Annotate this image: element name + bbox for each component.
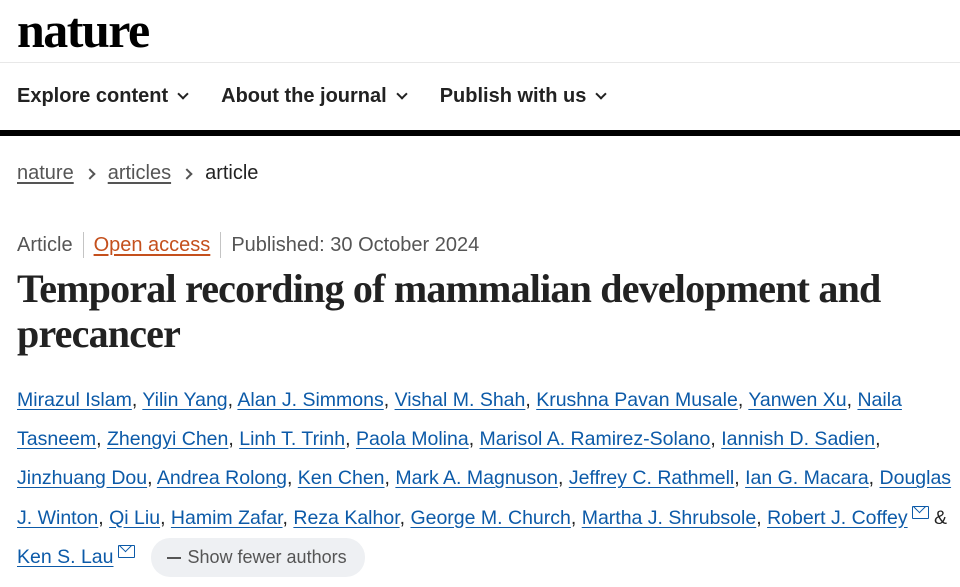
show-fewer-authors-button[interactable]: Show fewer authors (150, 538, 365, 578)
masthead: nature (0, 0, 960, 62)
chevron-down-icon (177, 88, 189, 100)
chevron-right-icon (181, 167, 193, 180)
breadcrumb: nature articles article (17, 162, 258, 185)
author-link[interactable]: Andrea Rolong (156, 467, 287, 490)
main-nav: Explore content About the journal Publis… (0, 62, 960, 130)
author-link[interactable]: Linh T. Trinh (239, 428, 346, 451)
author-connector: & (934, 506, 948, 529)
author-link[interactable]: Krushna Pavan Musale (536, 389, 738, 411)
breadcrumb-nature[interactable]: nature (17, 162, 74, 184)
author-link[interactable]: Mark A. Magnuson (395, 467, 558, 490)
author-link[interactable]: Mirazul Islam (17, 389, 132, 411)
breadcrumb-current: article (205, 162, 259, 184)
nav-explore-content-label: Explore content (17, 85, 169, 107)
nav-explore-content[interactable]: Explore content (17, 85, 189, 108)
author-link[interactable]: Ian G. Macara (745, 467, 869, 490)
article-title: Temporal recording of mammalian developm… (17, 266, 881, 356)
author-link[interactable]: Jeffrey C. Rathmell (568, 467, 735, 490)
author-link[interactable]: Qi Liu (109, 506, 161, 529)
nav-about-journal-label: About the journal (221, 85, 387, 107)
author-link[interactable]: Yilin Yang (142, 389, 228, 411)
author-link[interactable]: Douglas J. Winton (17, 467, 952, 529)
article-meta: Article Open access Published: 30 Octobe… (17, 232, 479, 258)
chevron-down-icon (595, 88, 608, 100)
chevron-down-icon (396, 88, 408, 100)
author-link[interactable]: Paola Molina (355, 428, 469, 451)
header-rule (0, 130, 960, 136)
minus-icon (166, 556, 181, 559)
open-access-link[interactable]: Open access (93, 233, 211, 256)
author-link[interactable]: Martha J. Shrubsole (581, 506, 757, 529)
breadcrumb-articles[interactable]: articles (107, 162, 172, 184)
author-link[interactable]: Alan J. Simmons (237, 389, 384, 411)
mail-icon[interactable] (911, 505, 929, 519)
chevron-right-icon (84, 167, 96, 180)
article-type: Article (17, 233, 73, 256)
nature-logo[interactable]: nature (17, 2, 150, 58)
author-link[interactable]: Reza Kalhor (293, 506, 400, 529)
meta-divider (220, 232, 222, 258)
nav-publish-with-us-label: Publish with us (439, 85, 587, 107)
author-link[interactable]: Yanwen Xu (748, 389, 847, 411)
author-link[interactable]: Vishal M. Shah (394, 389, 526, 411)
author-link[interactable]: George M. Church (410, 506, 571, 529)
author-link[interactable]: Naila Tasneem (17, 389, 902, 451)
meta-divider (82, 232, 84, 258)
published-date: Published: 30 October 2024 (231, 233, 480, 256)
author-link[interactable]: Ken Chen (297, 467, 385, 490)
author-link[interactable]: Robert J. Coffey (767, 506, 908, 529)
mail-icon[interactable] (117, 544, 135, 558)
nav-publish-with-us[interactable]: Publish with us (439, 85, 608, 108)
author-link-last[interactable]: Ken S. Lau (17, 545, 114, 568)
author-link[interactable]: Marisol A. Ramirez-Solano (479, 428, 711, 451)
nav-about-journal[interactable]: About the journal (221, 85, 408, 108)
author-link[interactable]: Iannish D. Sadien (721, 428, 876, 451)
author-link[interactable]: Jinzhuang Dou (17, 467, 148, 490)
author-list: Mirazul Islam, Yilin Yang, Alan J. Simmo… (17, 381, 952, 578)
show-fewer-label: Show fewer authors (187, 547, 347, 568)
author-link[interactable]: Hamim Zafar (170, 506, 283, 529)
author-link[interactable]: Zhengyi Chen (106, 428, 229, 451)
